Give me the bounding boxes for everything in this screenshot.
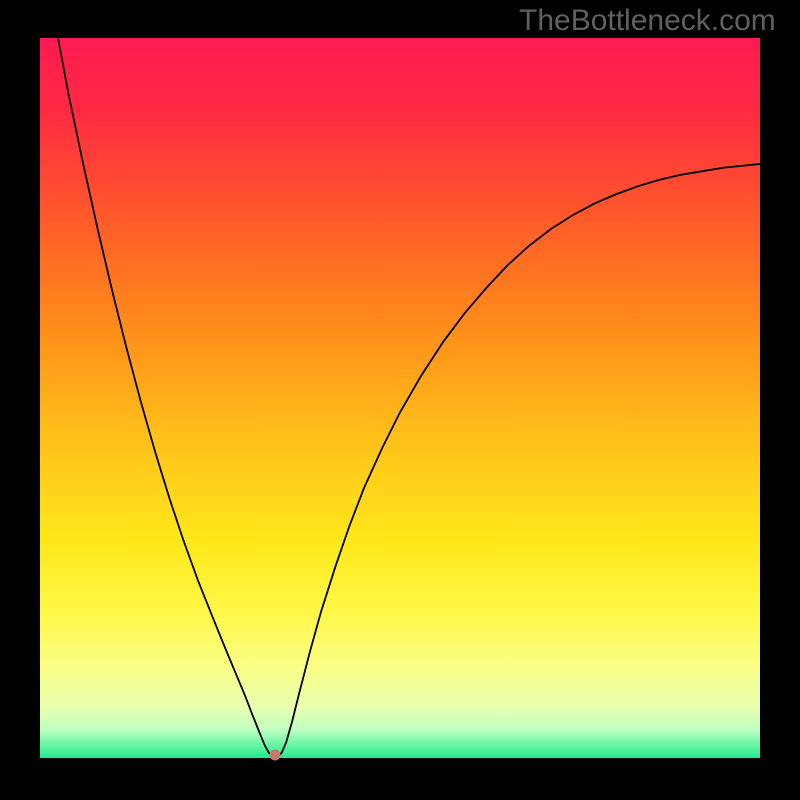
optimum-point-marker <box>269 750 280 761</box>
watermark-text: TheBottleneck.com <box>519 4 776 38</box>
chart-container: TheBottleneck.com <box>0 0 800 800</box>
plot-area <box>40 38 760 758</box>
bottleneck-curve <box>40 38 760 758</box>
